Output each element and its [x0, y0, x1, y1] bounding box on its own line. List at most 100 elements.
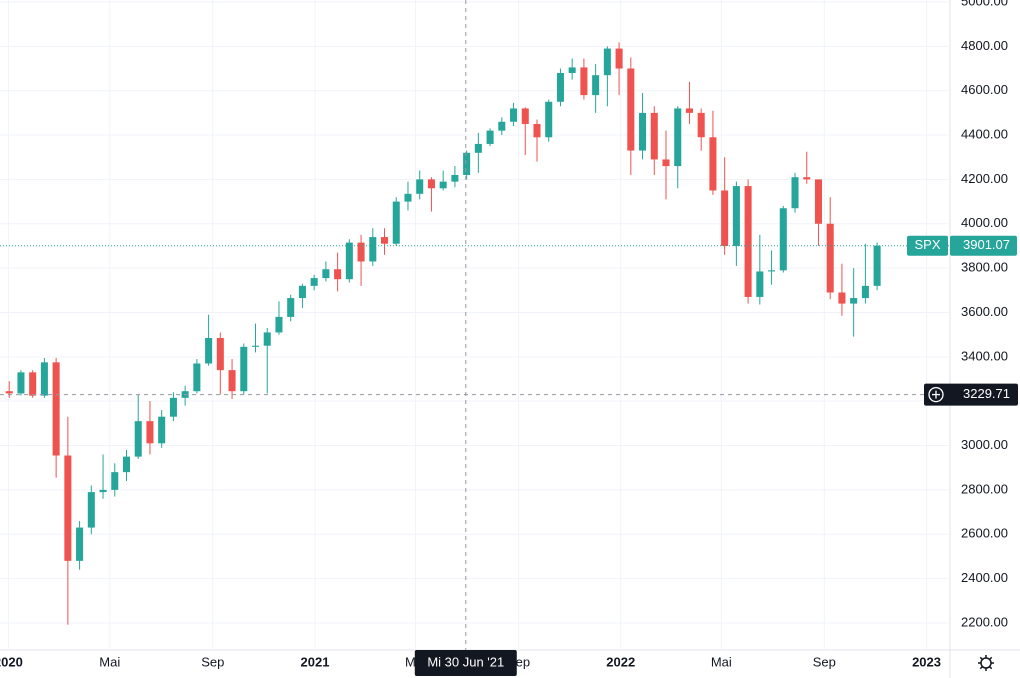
candle-body: [17, 372, 25, 394]
candle-body: [298, 285, 306, 299]
x-tick-label: 2022: [606, 654, 635, 669]
y-tick-label: 3400.00: [961, 348, 1008, 363]
candle-body: [392, 201, 400, 244]
candle-body: [451, 174, 459, 182]
y-tick-label: 3600.00: [961, 304, 1008, 319]
candle-body: [603, 48, 611, 76]
candle-body: [486, 130, 494, 144]
candle-body: [639, 112, 647, 151]
candle-body: [287, 298, 295, 317]
candle-body: [580, 67, 588, 96]
candle-body: [838, 292, 846, 304]
candle-body: [334, 269, 342, 280]
candle-body: [662, 159, 670, 167]
candle-body: [510, 108, 518, 122]
symbol-badge: [907, 235, 948, 256]
candle-body: [322, 269, 330, 279]
candle-body: [64, 455, 72, 561]
candle-body: [275, 316, 283, 333]
candle-body: [310, 278, 318, 286]
y-tick-label: 4000.00: [961, 215, 1008, 230]
candle-body: [76, 527, 84, 561]
candle-body: [40, 362, 48, 396]
y-tick-label: 2200.00: [961, 614, 1008, 629]
y-tick-label: 2800.00: [961, 481, 1008, 496]
settings-icon[interactable]: [978, 655, 994, 671]
candle-body: [29, 372, 37, 396]
candle-body: [615, 48, 623, 69]
candle-body: [803, 177, 811, 180]
x-tick-label: 2021: [301, 654, 330, 669]
crosshair-date-label: Mi 30 Jun '21: [427, 654, 504, 669]
grid: 2200.002400.002600.002800.003000.003200.…: [0, 0, 1008, 669]
y-tick-label: 2600.00: [961, 526, 1008, 541]
candle-body: [357, 242, 365, 262]
candle-body: [439, 181, 447, 189]
candle-body: [122, 456, 131, 473]
y-tick-label: 3800.00: [961, 260, 1008, 275]
last-price-label: 3901.07: [963, 237, 1010, 252]
candle-body: [498, 121, 506, 131]
y-tick-label: 4600.00: [961, 82, 1008, 97]
candle-body: [240, 346, 248, 392]
candle-body: [779, 208, 787, 271]
candle-body: [99, 489, 107, 493]
candle-body: [463, 152, 471, 175]
y-tick-label: 5000.00: [961, 0, 1008, 8]
x-tick-label: Mai: [99, 654, 120, 669]
candle-body: [146, 421, 154, 444]
candle-body: [381, 237, 389, 244]
candle-body: [52, 362, 60, 456]
x-tick-label: Sep: [813, 654, 836, 669]
symbol-label: SPX: [914, 237, 940, 252]
candle-body: [345, 242, 353, 280]
candle-body: [369, 237, 377, 262]
candles: [5, 42, 881, 625]
candle-body: [709, 137, 717, 191]
y-tick-label: 4400.00: [961, 126, 1008, 141]
crosshair-price-label: 3229.71: [963, 386, 1010, 401]
candle-body: [592, 75, 600, 96]
candle-body: [533, 123, 541, 138]
candle-body: [674, 108, 682, 167]
crosshair-price-badge: [924, 383, 1018, 406]
candle-body: [134, 421, 142, 457]
candle-body: [193, 363, 201, 392]
candle-body: [416, 179, 424, 194]
candle-body: [861, 285, 869, 299]
add-alert-button[interactable]: [928, 386, 944, 403]
candle-body: [111, 472, 119, 490]
candle-body: [814, 179, 822, 224]
x-tick-label: Sep: [201, 654, 224, 669]
candle-body: [87, 492, 95, 528]
candle-body: [568, 67, 576, 73]
candle-body: [850, 298, 858, 304]
candle-body: [627, 68, 635, 151]
candle-body: [169, 397, 177, 417]
candle-body: [521, 108, 529, 124]
crosshair-date-badge: [414, 650, 517, 676]
candle-body: [158, 416, 166, 444]
candle-body: [216, 337, 224, 371]
y-tick-label: 3000.00: [961, 437, 1008, 452]
candle-body: [685, 108, 693, 113]
candle-body: [545, 101, 553, 138]
candle-body: [721, 190, 729, 246]
candle-body: [744, 186, 752, 297]
last-price-badge: [950, 235, 1017, 256]
candle-body: [404, 193, 412, 202]
x-tick-label: 2023: [912, 654, 941, 669]
candle-body: [650, 112, 658, 160]
candle-body: [756, 271, 764, 297]
x-tick-label: 2020: [0, 654, 23, 669]
candle-body: [791, 177, 799, 209]
candle-body: [205, 337, 213, 364]
candle-body: [768, 270, 776, 272]
candle-body: [263, 332, 271, 346]
candle-body: [251, 345, 260, 347]
candle-body: [697, 112, 705, 138]
candle-body: [732, 186, 740, 246]
